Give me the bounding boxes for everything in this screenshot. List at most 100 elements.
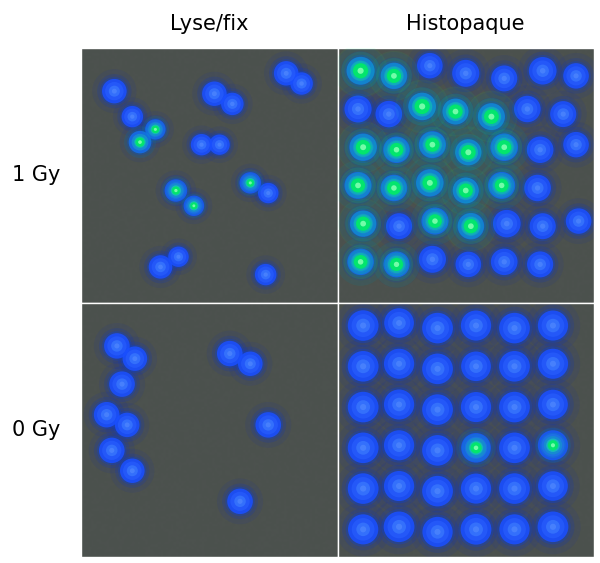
Circle shape (413, 126, 451, 164)
Circle shape (431, 484, 445, 498)
Circle shape (478, 104, 505, 130)
Circle shape (193, 137, 209, 153)
Circle shape (487, 339, 542, 394)
Circle shape (445, 129, 492, 176)
Circle shape (455, 139, 481, 166)
Circle shape (465, 220, 477, 232)
Circle shape (346, 348, 381, 384)
Circle shape (353, 137, 373, 157)
Circle shape (253, 410, 283, 440)
Circle shape (344, 172, 371, 199)
Circle shape (94, 402, 119, 427)
Circle shape (453, 109, 458, 114)
Circle shape (396, 401, 402, 408)
Circle shape (230, 491, 250, 511)
Circle shape (391, 73, 397, 79)
Circle shape (338, 199, 388, 249)
Circle shape (391, 144, 403, 156)
Circle shape (464, 477, 487, 500)
Circle shape (357, 218, 369, 230)
Circle shape (499, 473, 530, 504)
Circle shape (347, 249, 374, 275)
Circle shape (522, 173, 553, 203)
Circle shape (458, 471, 493, 506)
Circle shape (511, 404, 518, 410)
Circle shape (335, 421, 391, 475)
Circle shape (253, 262, 278, 287)
Circle shape (445, 242, 491, 287)
Circle shape (526, 418, 580, 472)
Circle shape (182, 194, 206, 217)
Circle shape (566, 66, 586, 86)
Circle shape (540, 224, 545, 229)
Circle shape (463, 187, 469, 193)
Circle shape (469, 482, 483, 495)
Circle shape (426, 138, 439, 151)
Circle shape (491, 175, 512, 195)
Circle shape (192, 72, 236, 116)
Circle shape (422, 354, 453, 384)
Circle shape (560, 111, 566, 117)
Circle shape (464, 518, 488, 541)
Circle shape (462, 434, 490, 462)
Circle shape (350, 134, 377, 160)
Circle shape (419, 246, 446, 273)
Circle shape (348, 310, 379, 341)
Circle shape (106, 445, 118, 456)
Circle shape (356, 217, 370, 231)
Circle shape (576, 218, 581, 224)
Circle shape (357, 141, 370, 153)
Circle shape (502, 259, 507, 265)
Circle shape (426, 253, 439, 265)
Circle shape (500, 217, 513, 230)
Circle shape (375, 57, 413, 95)
Circle shape (456, 181, 476, 200)
Circle shape (397, 224, 401, 229)
Circle shape (522, 246, 559, 283)
Circle shape (209, 135, 230, 155)
Circle shape (335, 379, 391, 435)
Circle shape (442, 127, 494, 178)
Circle shape (416, 347, 459, 390)
Circle shape (83, 392, 130, 437)
Circle shape (212, 84, 253, 124)
Circle shape (406, 91, 438, 122)
Circle shape (391, 73, 397, 78)
Circle shape (417, 244, 448, 275)
Circle shape (120, 458, 145, 483)
Circle shape (496, 213, 517, 234)
Circle shape (349, 176, 367, 195)
Circle shape (480, 238, 528, 285)
Circle shape (360, 445, 366, 451)
Circle shape (449, 106, 461, 118)
Circle shape (451, 176, 481, 205)
Circle shape (379, 104, 399, 124)
Circle shape (392, 479, 406, 493)
Circle shape (344, 205, 382, 242)
Circle shape (442, 99, 469, 124)
Circle shape (491, 208, 523, 239)
Circle shape (491, 135, 517, 160)
Circle shape (431, 362, 445, 376)
Circle shape (466, 262, 471, 267)
Circle shape (546, 357, 560, 370)
Circle shape (464, 396, 487, 418)
Circle shape (420, 515, 455, 549)
Circle shape (254, 179, 283, 207)
Circle shape (352, 518, 374, 540)
Circle shape (419, 131, 446, 158)
Circle shape (419, 172, 440, 193)
Circle shape (419, 132, 445, 158)
Circle shape (355, 183, 361, 188)
Circle shape (416, 169, 443, 196)
Circle shape (432, 218, 438, 224)
Circle shape (458, 213, 484, 239)
Circle shape (461, 311, 491, 341)
Circle shape (449, 421, 503, 475)
Circle shape (181, 193, 206, 218)
Circle shape (361, 221, 366, 226)
Circle shape (403, 87, 442, 126)
Circle shape (356, 140, 371, 155)
Circle shape (345, 247, 376, 277)
Circle shape (158, 265, 163, 269)
